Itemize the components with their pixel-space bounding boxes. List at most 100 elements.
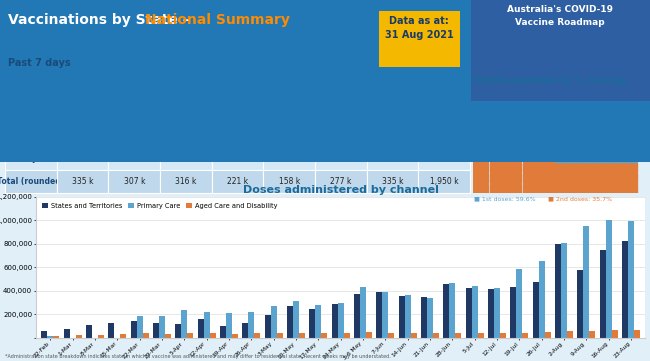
Bar: [622, 121, 637, 131]
Text: National Summary: National Summary: [145, 13, 290, 27]
Bar: [309, 309, 315, 338]
Bar: [299, 333, 305, 338]
Bar: [75, 335, 82, 338]
Bar: [142, 333, 149, 338]
Bar: [489, 121, 505, 131]
Bar: [176, 324, 181, 338]
Bar: [489, 90, 505, 100]
Bar: [366, 332, 372, 338]
Bar: [108, 323, 114, 338]
Bar: [540, 111, 554, 120]
Bar: [523, 163, 538, 172]
Bar: [443, 284, 449, 338]
Bar: [506, 132, 521, 141]
Bar: [556, 142, 571, 152]
Text: Australia's COVID-19
Vaccine Roadmap: Australia's COVID-19 Vaccine Roadmap: [507, 5, 614, 27]
Bar: [472, 287, 478, 338]
Bar: [606, 219, 612, 338]
Bar: [242, 323, 248, 338]
Bar: [606, 163, 621, 172]
Bar: [622, 111, 637, 120]
Bar: [516, 269, 523, 338]
Bar: [583, 226, 590, 338]
Bar: [293, 301, 299, 338]
Bar: [540, 163, 554, 172]
Bar: [64, 329, 70, 338]
Bar: [506, 152, 521, 162]
Bar: [556, 90, 571, 100]
Bar: [455, 332, 461, 338]
Bar: [478, 332, 484, 338]
Bar: [433, 334, 439, 338]
Bar: [198, 319, 203, 338]
Bar: [606, 184, 621, 193]
Bar: [382, 292, 388, 338]
Bar: [573, 152, 588, 162]
Bar: [589, 173, 604, 183]
Bar: [209, 332, 216, 338]
Bar: [315, 305, 321, 338]
Bar: [606, 100, 621, 110]
Bar: [589, 184, 604, 193]
Bar: [573, 111, 588, 120]
Bar: [622, 142, 637, 152]
Bar: [523, 142, 538, 152]
Bar: [589, 90, 604, 100]
Bar: [449, 283, 455, 338]
Bar: [270, 306, 277, 338]
Bar: [388, 332, 395, 338]
Bar: [573, 142, 588, 152]
Bar: [622, 242, 628, 338]
Text: 70%: 70%: [649, 147, 650, 152]
Bar: [411, 334, 417, 338]
Bar: [277, 332, 283, 338]
Bar: [532, 282, 539, 338]
Bar: [573, 100, 588, 110]
Bar: [473, 90, 488, 100]
Bar: [494, 288, 500, 338]
Bar: [555, 244, 561, 338]
Bar: [488, 289, 494, 338]
Bar: [573, 173, 588, 183]
Bar: [589, 163, 604, 172]
Bar: [589, 111, 604, 120]
Bar: [41, 331, 47, 338]
Bar: [589, 152, 604, 162]
Bar: [606, 152, 621, 162]
Bar: [489, 163, 505, 172]
Bar: [523, 152, 538, 162]
Bar: [589, 142, 604, 152]
Bar: [421, 297, 427, 338]
Bar: [473, 121, 488, 131]
Bar: [473, 142, 488, 152]
Bar: [506, 173, 521, 183]
Bar: [248, 312, 254, 338]
Bar: [589, 100, 604, 110]
Bar: [523, 100, 538, 110]
Legend: States and Territories, Primary Care, Aged Care and Disability: States and Territories, Primary Care, Ag…: [39, 200, 280, 212]
Bar: [489, 111, 505, 120]
Bar: [287, 306, 293, 338]
Bar: [556, 152, 571, 162]
Bar: [489, 100, 505, 110]
Bar: [523, 90, 538, 100]
Bar: [523, 332, 528, 338]
Bar: [573, 184, 588, 193]
Text: ■ 2nd doses: 35.7%: ■ 2nd doses: 35.7%: [548, 197, 612, 202]
Bar: [523, 184, 538, 193]
Bar: [506, 142, 521, 152]
Bar: [53, 336, 59, 338]
Bar: [523, 111, 538, 120]
Text: ■ 1st doses: 59.6%: ■ 1st doses: 59.6%: [474, 197, 536, 202]
Bar: [321, 332, 328, 338]
Bar: [523, 173, 538, 183]
Bar: [427, 297, 433, 338]
Bar: [556, 121, 571, 131]
Bar: [561, 243, 567, 338]
Bar: [556, 184, 571, 193]
Bar: [622, 163, 637, 172]
Bar: [120, 334, 126, 338]
Bar: [473, 111, 488, 120]
Bar: [622, 90, 637, 100]
Text: Vaccinations by State –: Vaccinations by State –: [8, 13, 194, 27]
